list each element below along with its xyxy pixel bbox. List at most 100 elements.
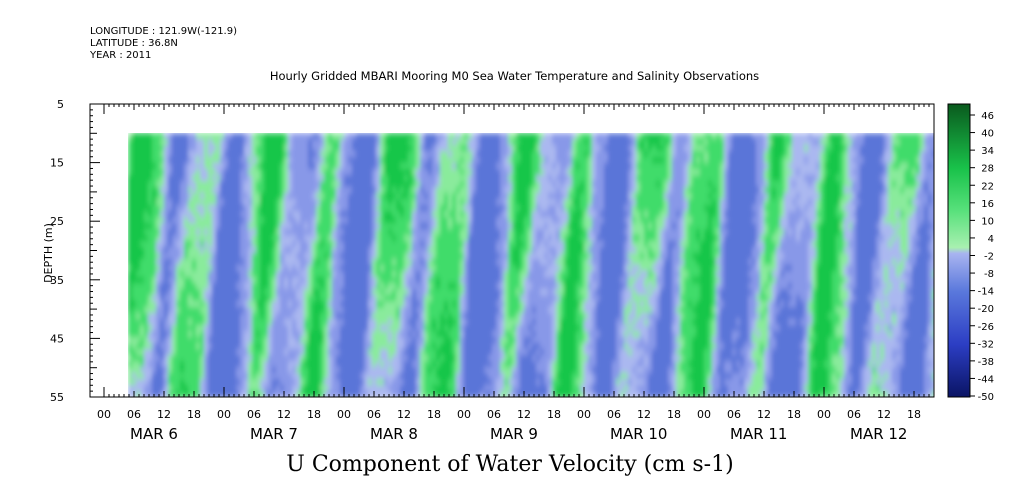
velocity-cell xyxy=(400,139,405,146)
velocity-cell xyxy=(472,355,477,362)
velocity-cell xyxy=(272,283,277,290)
velocity-cell xyxy=(248,187,253,194)
velocity-cell xyxy=(136,271,141,278)
velocity-cell xyxy=(240,193,245,200)
velocity-cell xyxy=(432,313,437,320)
velocity-cell xyxy=(308,241,313,248)
velocity-cell xyxy=(368,337,373,344)
velocity-cell xyxy=(336,169,341,176)
velocity-cell xyxy=(336,331,341,338)
velocity-cell xyxy=(520,235,525,242)
velocity-cell xyxy=(572,271,577,278)
velocity-cell xyxy=(292,319,297,326)
velocity-cell xyxy=(136,325,141,332)
velocity-cell xyxy=(240,265,245,272)
velocity-cell xyxy=(344,391,349,397)
velocity-cell xyxy=(548,187,553,194)
velocity-cell xyxy=(132,307,137,314)
velocity-cell xyxy=(152,373,157,380)
velocity-cell xyxy=(132,355,137,362)
velocity-cell xyxy=(408,157,413,164)
velocity-cell xyxy=(204,373,209,380)
velocity-cell xyxy=(224,211,229,218)
velocity-cell xyxy=(200,361,205,368)
velocity-cell xyxy=(204,343,209,350)
velocity-cell xyxy=(428,361,433,368)
velocity-cell xyxy=(192,349,197,356)
velocity-cell xyxy=(280,235,285,242)
velocity-cell xyxy=(544,301,549,308)
velocity-cell xyxy=(224,379,229,386)
velocity-cell xyxy=(560,235,565,242)
velocity-cell xyxy=(440,385,445,392)
velocity-cell xyxy=(184,379,189,386)
velocity-cell xyxy=(308,301,313,308)
velocity-cell xyxy=(176,289,181,296)
velocity-cell xyxy=(304,379,309,386)
velocity-cell xyxy=(276,235,281,242)
velocity-cell xyxy=(532,223,537,230)
velocity-cell xyxy=(324,151,329,158)
velocity-cell xyxy=(572,331,577,338)
velocity-cell xyxy=(520,145,525,152)
velocity-cell xyxy=(392,241,397,248)
velocity-cell xyxy=(528,139,533,146)
velocity-cell xyxy=(440,325,445,332)
velocity-cell xyxy=(400,289,405,296)
velocity-cell xyxy=(132,151,137,158)
velocity-cell xyxy=(156,301,161,308)
velocity-cell xyxy=(200,331,205,338)
velocity-cell xyxy=(316,193,321,200)
velocity-cell xyxy=(384,373,389,380)
velocity-cell xyxy=(560,223,565,230)
velocity-cell xyxy=(472,175,477,182)
velocity-cell xyxy=(572,193,577,200)
velocity-cell xyxy=(288,283,293,290)
velocity-cell xyxy=(252,175,257,182)
velocity-cell xyxy=(304,175,309,182)
velocity-cell xyxy=(468,367,473,374)
velocity-cell xyxy=(148,229,153,236)
velocity-cell xyxy=(308,229,313,236)
velocity-cell xyxy=(308,211,313,218)
velocity-cell xyxy=(564,199,569,206)
velocity-cell xyxy=(136,319,141,326)
velocity-cell xyxy=(304,157,309,164)
velocity-cell xyxy=(484,349,489,356)
velocity-cell xyxy=(372,235,377,242)
velocity-cell xyxy=(564,187,569,194)
velocity-cell xyxy=(336,175,341,182)
velocity-cell xyxy=(160,355,165,362)
velocity-cell xyxy=(340,199,345,206)
velocity-cell xyxy=(260,259,265,266)
velocity-cell xyxy=(536,331,541,338)
velocity-cell xyxy=(156,355,161,362)
velocity-cell xyxy=(500,349,505,356)
velocity-cell xyxy=(228,373,233,380)
velocity-cell xyxy=(200,217,205,224)
velocity-cell xyxy=(512,235,517,242)
velocity-cell xyxy=(144,277,149,284)
velocity-cell xyxy=(508,247,513,254)
velocity-cell xyxy=(432,361,437,368)
velocity-cell xyxy=(408,193,413,200)
velocity-cell xyxy=(288,295,293,302)
velocity-cell xyxy=(288,211,293,218)
velocity-cell xyxy=(568,283,573,290)
velocity-cell xyxy=(264,199,269,206)
velocity-cell xyxy=(416,229,421,236)
velocity-cell xyxy=(264,295,269,302)
velocity-cell xyxy=(532,175,537,182)
velocity-cell xyxy=(196,367,201,374)
velocity-cell xyxy=(256,145,261,152)
velocity-cell xyxy=(464,199,469,206)
velocity-cell xyxy=(316,325,321,332)
velocity-cell xyxy=(388,133,393,140)
velocity-cell xyxy=(564,145,569,152)
velocity-cell xyxy=(236,217,241,224)
velocity-cell xyxy=(220,181,225,188)
velocity-cell xyxy=(212,211,217,218)
velocity-cell xyxy=(332,187,337,194)
velocity-cell xyxy=(152,157,157,164)
velocity-cell xyxy=(408,379,413,386)
